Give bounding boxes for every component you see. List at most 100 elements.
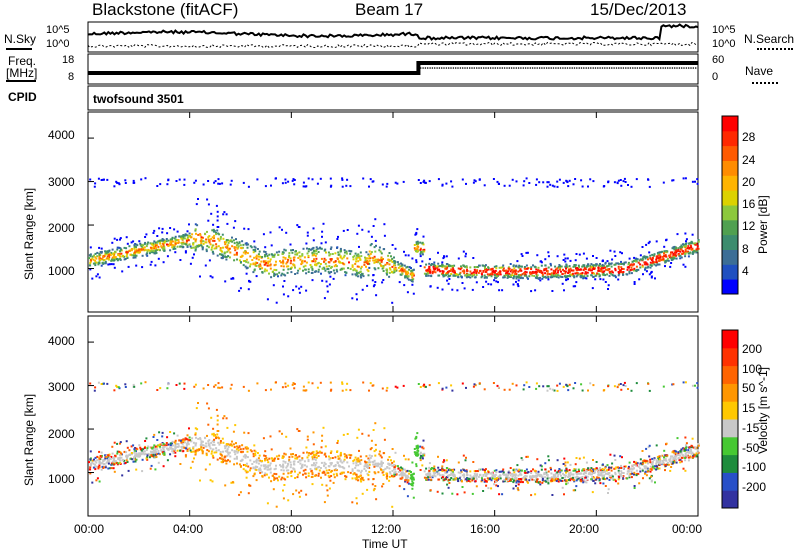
velocity-echo — [655, 462, 658, 465]
velocity-echo — [551, 494, 554, 496]
power-echo — [523, 272, 525, 275]
power-echo — [290, 249, 293, 252]
power-echo — [547, 181, 550, 184]
velocity-echo — [254, 450, 257, 453]
velocity-echo — [266, 459, 269, 461]
power-echo — [512, 276, 515, 279]
power-echo — [109, 252, 111, 255]
velocity-echo — [649, 461, 652, 464]
velocity-echo — [369, 382, 372, 385]
power-echo — [141, 266, 144, 269]
velocity-echo — [434, 470, 437, 473]
power-echo — [483, 184, 486, 187]
velocity-echo — [374, 472, 377, 475]
power-echo — [266, 264, 269, 267]
power-echo — [273, 274, 276, 277]
power-echo — [457, 276, 460, 278]
power-echo — [200, 242, 203, 245]
power-echo — [458, 273, 461, 276]
velocity-echo — [459, 472, 462, 475]
velocity-echo — [653, 457, 656, 460]
velocity-echo — [138, 444, 141, 447]
power-echo — [319, 246, 321, 249]
power-echo — [95, 257, 98, 260]
power-echo — [639, 266, 642, 269]
power-echo — [498, 266, 501, 269]
power-echo — [130, 241, 133, 244]
nave-point — [655, 67, 657, 69]
velocity-echo — [589, 473, 592, 476]
power-echo — [525, 274, 528, 277]
power-echo — [388, 267, 391, 270]
power-echo — [202, 183, 205, 186]
power-echo — [186, 244, 189, 247]
velocity-echo — [365, 465, 368, 468]
power-echo — [245, 243, 248, 246]
power-echo — [473, 268, 476, 271]
velocity-echo — [133, 448, 136, 451]
velocity-echo — [568, 473, 571, 476]
velocity-echo — [141, 458, 144, 461]
velocity-echo — [423, 383, 426, 386]
power-echo — [535, 268, 538, 271]
power-echo — [111, 248, 114, 251]
power-echo — [178, 178, 181, 181]
power-echo — [573, 276, 576, 279]
power-echo — [325, 280, 328, 283]
power-echo — [680, 248, 683, 251]
power-echo — [493, 279, 496, 282]
power-echo — [185, 241, 188, 244]
velocity-echo — [273, 458, 276, 461]
power-echo — [517, 279, 520, 282]
velocity-echo — [342, 471, 345, 474]
velocity-echo — [236, 462, 238, 465]
power-echo — [584, 271, 587, 274]
power-echo — [359, 267, 362, 270]
power-echo — [306, 247, 308, 250]
power-echo — [100, 250, 103, 253]
velocity-echo — [650, 463, 653, 466]
velocity-echo — [394, 465, 397, 467]
power-echo — [610, 270, 613, 273]
power-echo — [421, 242, 424, 245]
power-echo — [539, 279, 542, 282]
velocity-echo — [359, 462, 362, 465]
power-echo — [598, 275, 601, 278]
power-echo — [519, 265, 522, 268]
power-echo — [601, 264, 604, 266]
velocity-echo — [106, 455, 109, 458]
velocity-echo — [446, 476, 449, 478]
velocity-echo — [558, 478, 561, 481]
velocity-echo — [357, 464, 360, 467]
power-echo — [301, 254, 304, 257]
power-echo — [646, 256, 649, 259]
power-echo — [274, 273, 277, 276]
power-echo — [459, 271, 462, 274]
velocity-echo — [271, 459, 274, 462]
velocity-echo — [442, 474, 445, 477]
power-echo — [301, 261, 304, 264]
power-echo — [182, 236, 185, 239]
velocity-echo — [407, 458, 410, 461]
power-echo — [208, 235, 211, 238]
velocity-echo — [641, 450, 644, 452]
power-echo — [444, 272, 447, 275]
power-echo — [202, 242, 205, 245]
freq-label: Freq. — [8, 54, 37, 68]
power-echo — [557, 269, 560, 272]
power-echo — [220, 253, 223, 256]
power-echo — [684, 243, 687, 245]
velocity-echo — [558, 382, 561, 385]
power-echo — [696, 182, 699, 185]
power-echo — [91, 257, 94, 260]
power-echo — [482, 270, 485, 273]
velocity-echo — [580, 480, 583, 483]
velocity-echo — [497, 477, 500, 480]
velocity-echo — [132, 383, 135, 386]
power-echo — [684, 245, 686, 248]
velocity-echo — [371, 483, 374, 486]
velocity-echo — [369, 461, 372, 464]
velocity-echo — [436, 490, 439, 493]
power-echo — [282, 293, 285, 296]
power-echo — [555, 273, 558, 276]
